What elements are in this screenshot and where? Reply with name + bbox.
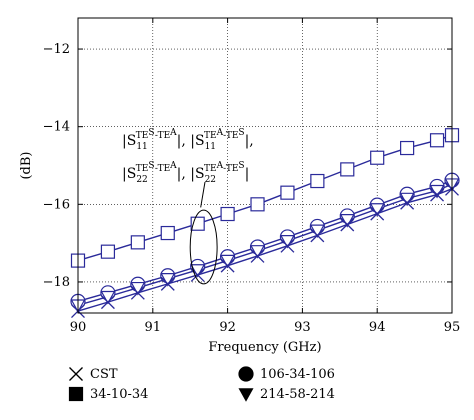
legend-marker-circle xyxy=(238,366,254,382)
data-point-CST-7 xyxy=(280,238,295,253)
legend-label-214-58-214: 214-58-214 xyxy=(260,387,335,402)
y-axis-label: (dB) xyxy=(19,151,34,179)
data-point-214-58-214-8 xyxy=(309,224,325,239)
x-tick-label-4: 94 xyxy=(369,320,386,335)
legend-entry-cst: CST xyxy=(69,367,118,382)
data-point-34-10-34-6 xyxy=(250,197,265,212)
annotation-line-2: |S22TES-TEA|, |S22TEA-TES| xyxy=(122,161,249,185)
legend-symbol-0 xyxy=(69,367,83,381)
data-point-CST-2 xyxy=(130,285,145,300)
data-point-34-10-34-8 xyxy=(310,173,325,189)
legend-entry-106-34-106: 106-34-106 xyxy=(238,366,335,382)
data-point-214-58-214-1 xyxy=(100,290,116,305)
series-line-CST xyxy=(77,188,453,312)
data-point-CST-8-b xyxy=(310,228,325,243)
legend-label-34-10-34: 34-10-34 xyxy=(90,387,148,402)
legend-symbol-0-b xyxy=(69,367,83,381)
data-point-34-10-34-1 xyxy=(100,244,116,259)
x-tick-label-3: 93 xyxy=(294,320,311,335)
data-point-CST-11 xyxy=(400,195,415,210)
data-point-CST-1-b xyxy=(100,295,115,310)
legend-marker-triangle-down xyxy=(238,388,254,402)
data-point-34-10-34-2 xyxy=(130,235,145,250)
data-point-CST-10 xyxy=(370,206,385,221)
annotation-pointer xyxy=(200,181,206,208)
legend-label-cst: CST xyxy=(90,367,118,382)
y-tick-label-0: −18 xyxy=(43,275,70,290)
data-point-CST-6-b xyxy=(250,248,265,263)
data-point-CST-2-b xyxy=(130,285,145,300)
x-tick-label-5: 95 xyxy=(444,320,461,335)
legend: CST 106-34-106 34-10-34 214-58-214 xyxy=(68,366,335,402)
data-point-34-10-34-5 xyxy=(220,206,235,222)
data-point-CST-1 xyxy=(100,295,115,310)
data-point-CST-5-b xyxy=(220,258,235,273)
data-point-CST-12-b xyxy=(430,187,444,202)
data-point-214-58-214-5 xyxy=(220,254,236,269)
axis-ticks: 90 91 92 93 94 95 −18 −16 −14 −12 xyxy=(43,18,461,335)
data-point-214-58-214-3 xyxy=(160,273,176,287)
legend-marker-x xyxy=(69,367,83,381)
legend-symbol-1 xyxy=(238,366,254,382)
legend-entry-214-58-214: 214-58-214 xyxy=(238,387,335,402)
data-point-214-58-214-7 xyxy=(279,235,295,249)
x-tick-label-2: 92 xyxy=(219,320,236,335)
grid-lines xyxy=(78,18,452,313)
data-point-34-10-34-3 xyxy=(160,225,175,241)
legend-marker-square xyxy=(68,386,84,402)
data-point-CST-3-b xyxy=(160,276,175,291)
series-layer xyxy=(70,128,460,319)
x-tick-label-1: 91 xyxy=(145,320,162,335)
x-axis-label: Frequency (GHz) xyxy=(208,340,321,355)
data-point-CST-4-b xyxy=(190,268,205,282)
data-point-214-58-214-4 xyxy=(190,264,206,278)
data-point-214-58-214-2 xyxy=(130,281,146,296)
legend-symbol-3 xyxy=(238,388,254,402)
legend-symbol-2 xyxy=(68,386,84,402)
data-point-CST-8 xyxy=(310,228,325,243)
data-point-34-10-34-12 xyxy=(429,133,445,148)
data-point-CST-6 xyxy=(250,248,265,263)
annotation-ellipse xyxy=(189,209,218,285)
data-point-CST-5 xyxy=(220,258,235,273)
data-point-CST-12 xyxy=(430,187,444,202)
data-point-CST-3 xyxy=(160,276,175,291)
data-point-34-10-34-7 xyxy=(280,185,295,200)
series-markers-214-58-214 xyxy=(70,178,460,313)
y-tick-label-2: −14 xyxy=(43,120,70,135)
data-point-CST-7-b xyxy=(280,238,295,253)
data-point-CST-10-b xyxy=(370,206,385,221)
data-point-CST-9-b xyxy=(340,217,355,232)
plot-frame xyxy=(77,17,453,314)
data-point-CST-9 xyxy=(340,217,355,232)
y-tick-label-3: −12 xyxy=(43,42,70,57)
series-markers-CST xyxy=(71,181,459,319)
y-tick-label-1: −16 xyxy=(43,197,70,212)
data-point-34-10-34-10 xyxy=(370,150,385,165)
legend-label-106-34-106: 106-34-106 xyxy=(260,367,335,382)
data-point-214-58-214-6 xyxy=(250,245,266,259)
annotation-line-1: |S11TES-TEA|, |S11TEA-TES|, xyxy=(122,128,254,152)
legend-entry-34-10-34: 34-10-34 xyxy=(68,386,148,402)
data-point-34-10-34-11 xyxy=(400,140,415,156)
s-parameter-annotation: |S11TES-TEA|, |S11TEA-TES|, |S22TES-TEA|… xyxy=(122,128,254,285)
data-point-34-10-34-9 xyxy=(340,162,355,177)
data-point-CST-11-b xyxy=(400,195,415,210)
x-tick-label-0: 90 xyxy=(70,320,87,335)
